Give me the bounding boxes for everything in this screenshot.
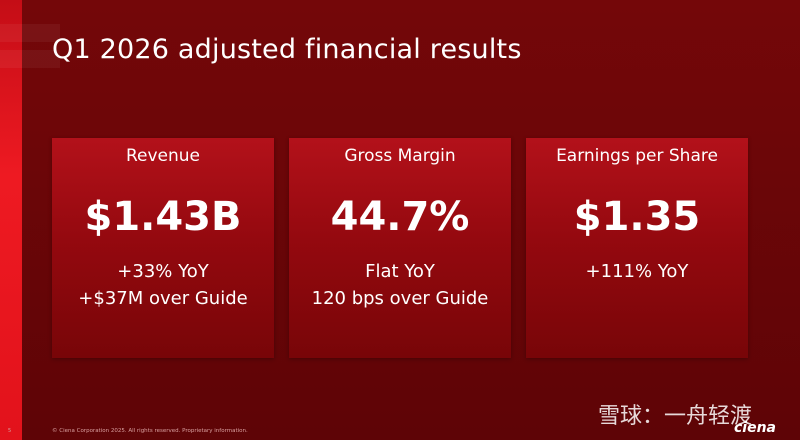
metric-card: Gross Margin 44.7% Flat YoY 120 bps over Gu… [289,138,511,358]
metric-notes: Flat YoY 120 bps over Guide [289,258,511,312]
metric-label: Revenue [125,146,201,166]
logo: ciena [734,420,777,436]
accent-band [0,50,60,68]
metric-value: $1.43B [84,194,242,240]
page-number: 5 [8,428,12,434]
metric-card: Earnings per Share $1.35 +111% YoY [526,138,748,358]
metric-note: +$37M over Guide [78,288,248,309]
metric-note: Flat YoY [365,261,435,282]
watermark: 雪球：一舟轻渡 [598,404,753,429]
metric-notes: +111% YoY [526,258,748,285]
metric-value: $1.35 [573,194,701,240]
metric-note: +33% YoY [117,261,209,282]
metric-label: Gross Margin [344,146,456,166]
metric-label: Earnings per Share [556,146,718,166]
metric-card: Revenue $1.43B +33% YoY +$37M over Guide [52,138,274,358]
slide-title: Q1 2026 adjusted financial results [52,34,522,65]
copyright: © Ciena Corporation 2025. All rights res… [52,428,248,434]
accent-stripe [0,0,22,440]
accent-band [0,24,60,42]
metric-notes: +33% YoY +$37M over Guide [52,258,274,312]
metric-value: 44.7% [330,194,470,240]
metric-note: +111% YoY [585,261,689,282]
metric-note: 120 bps over Guide [311,288,489,309]
